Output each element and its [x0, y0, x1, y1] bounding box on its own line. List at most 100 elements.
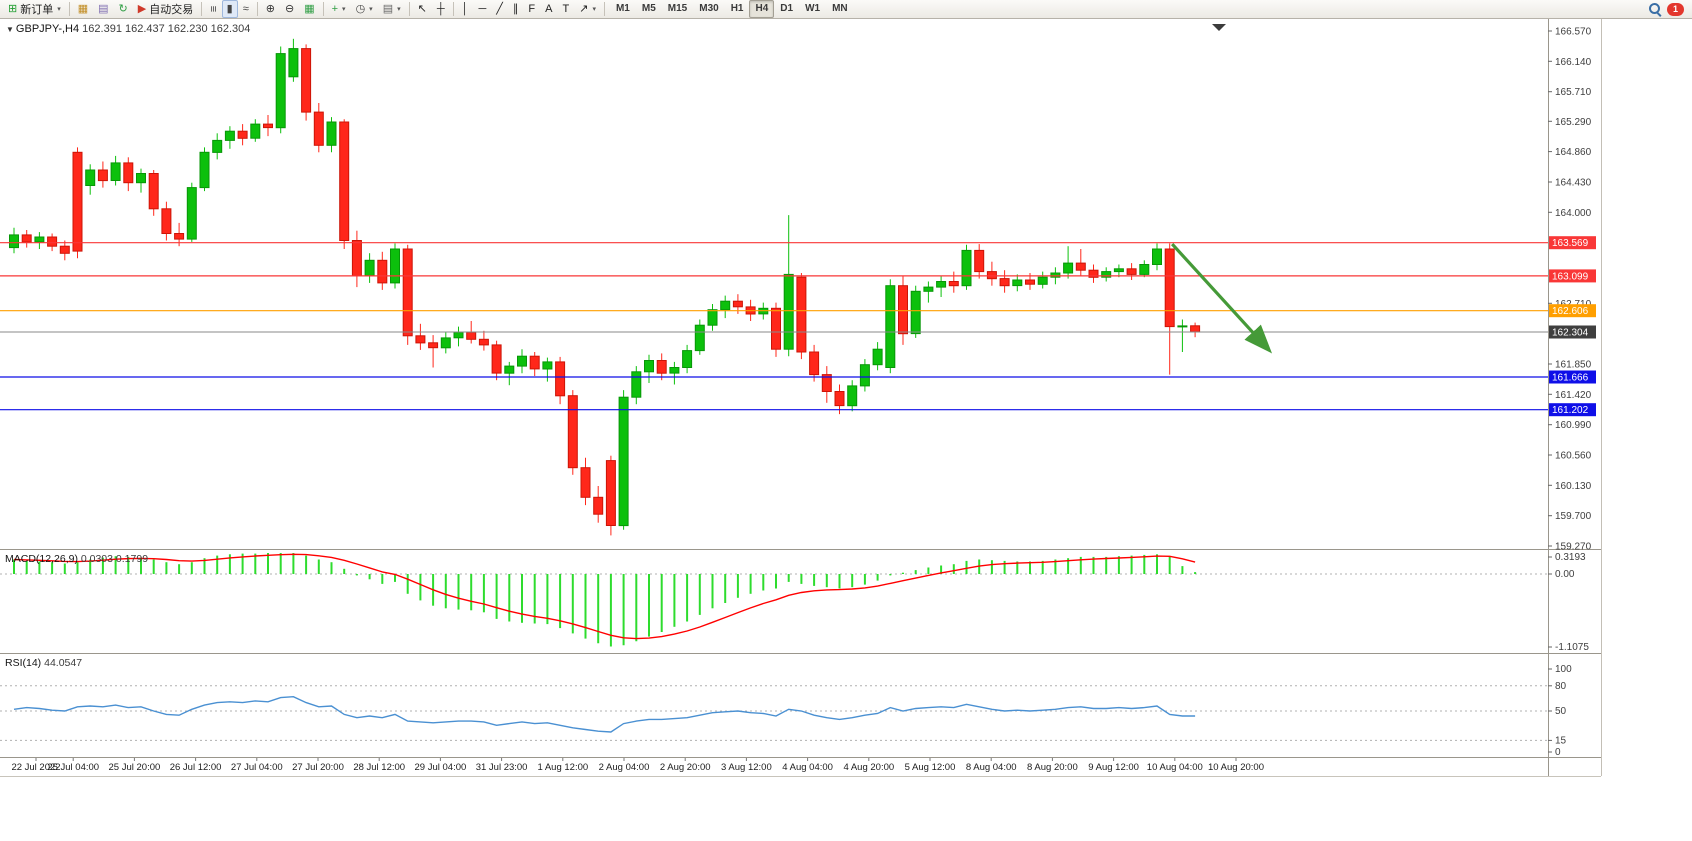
axis-label: 161.850 [1555, 360, 1592, 371]
candle-body [1012, 279, 1023, 287]
chart-canvas[interactable]: 166.570 166.140 165.710 165.290 164.860 164.4… [0, 19, 1692, 841]
timeframe-w1[interactable]: W1 [805, 3, 821, 14]
price-axis[interactable]: 166.570 166.140 165.710 165.290 164.860 164.4… [1548, 27, 1592, 553]
candle-body [834, 391, 845, 407]
vertical-line-button[interactable]: │ [457, 0, 474, 18]
autotrading-icon: ▶ [137, 3, 147, 15]
refresh-button[interactable]: ↻ [114, 0, 133, 18]
axis-label: 27 Jul 20:00 [292, 762, 344, 773]
axis-label: 165.290 [1555, 117, 1592, 128]
notification-badge[interactable]: 1 [1667, 2, 1684, 16]
periods-button[interactable]: ◷ ▾ [351, 0, 378, 18]
timeframe-m5[interactable]: M5 [641, 3, 656, 14]
charts-button[interactable]: ▦ [73, 0, 93, 18]
zoom-out-button[interactable]: ⊖ [280, 0, 299, 18]
candle-body [961, 249, 972, 287]
svg-text:163.099: 163.099 [1552, 271, 1589, 282]
svg-text:162.304: 162.304 [1552, 328, 1589, 339]
toolbar-separator [452, 2, 454, 16]
new-order-button-label: 新订单 [20, 4, 54, 16]
price-tag-161_202: 161.202 [1549, 403, 1596, 417]
profiles-button[interactable]: ▤ [93, 0, 113, 18]
candle-body [288, 48, 299, 78]
candle-body [21, 234, 32, 243]
axis-label: 164.860 [1555, 147, 1592, 158]
candle-body [910, 290, 921, 335]
candle-body [224, 130, 235, 141]
candle-body [326, 121, 337, 146]
candle-body [809, 351, 820, 376]
timeframe-m1[interactable]: M1 [615, 3, 630, 14]
candlestick-chart-type-button[interactable]: ▮ [221, 0, 238, 18]
candle-body [237, 130, 248, 139]
axis-label: 50 [1555, 706, 1567, 717]
timeframe-d1[interactable]: D1 [780, 3, 794, 14]
chart-svg[interactable]: 166.570 166.140 165.710 165.290 164.860 164.4… [0, 19, 1692, 841]
candle-body [504, 365, 515, 374]
candle-body [47, 236, 58, 247]
candle-body [771, 307, 781, 350]
axis-label: 26 Jul 12:00 [170, 762, 222, 773]
candle-body [161, 208, 172, 235]
candle-body [275, 53, 286, 129]
channel-button[interactable]: ∥ [508, 0, 524, 18]
axis-label: 10 Aug 04:00 [1147, 762, 1203, 773]
axis-label: 165.710 [1555, 87, 1592, 98]
axis-label: -1.1075 [1555, 642, 1589, 653]
search-icon[interactable] [1649, 3, 1661, 15]
axis-label: 159.700 [1555, 511, 1592, 522]
new-order-button[interactable]: ⊞ 新订单 ▾ [3, 0, 66, 18]
text-button[interactable]: A [540, 0, 557, 18]
bar-chart-type-button[interactable]: ≡ [205, 0, 221, 18]
axis-label: 31 Jul 23:00 [476, 762, 528, 773]
channel-icon: ∥ [512, 3, 519, 15]
fibonacci-button[interactable]: F [523, 0, 540, 18]
axis-label: 159.270 [1555, 542, 1592, 553]
timeframe-mn[interactable]: MN [832, 3, 848, 14]
crosshair-icon: ┼ [436, 3, 445, 15]
horizontal-line-button[interactable]: ─ [474, 0, 492, 18]
candle-body [796, 276, 807, 353]
axis-label: 25 Jul 04:00 [47, 762, 99, 773]
candle-body [593, 496, 604, 515]
templates-button[interactable]: ▤ ▾ [378, 0, 406, 18]
trendline-icon: ╱ [496, 3, 503, 15]
timeframe-m30[interactable]: M30 [699, 3, 719, 14]
label-button[interactable]: T [558, 0, 575, 18]
candle-body [339, 121, 350, 241]
line-chart-type-button[interactable]: ≈ [238, 0, 254, 18]
timeframe-m15[interactable]: M15 [667, 3, 688, 14]
axis-label: 2 Aug 20:00 [660, 762, 711, 773]
toolbar-separator [408, 2, 410, 16]
timeframe-h1[interactable]: H1 [730, 3, 744, 14]
indicators-icon: + [331, 3, 339, 15]
autotrading-button[interactable]: ▶ 自动交易 [133, 0, 198, 18]
timeframe-h4[interactable]: H4 [749, 0, 775, 18]
candle-body [555, 361, 566, 397]
candle-body [923, 286, 934, 292]
candle-body [974, 249, 985, 273]
toolbar-separator [68, 2, 70, 16]
candle-body [1037, 276, 1048, 285]
candle-body [72, 151, 83, 252]
trend-arrow[interactable] [1171, 243, 1273, 354]
price-tag-163_099: 163.099 [1549, 269, 1596, 283]
axis-label: 3 Aug 12:00 [721, 762, 772, 773]
tile-windows-button[interactable]: ▦ [299, 0, 319, 18]
candle-body [898, 285, 908, 335]
new-order-icon: ⊞ [8, 3, 18, 15]
cursor-button[interactable]: ↖ [413, 0, 432, 18]
candle-body [1101, 271, 1112, 278]
arrows-button[interactable]: ↗ ▾ [574, 0, 601, 18]
crosshair-button[interactable]: ┼ [432, 0, 450, 18]
chart-shift-marker[interactable] [1212, 24, 1226, 31]
candle-body [186, 187, 197, 240]
candle-body [440, 337, 451, 349]
trendline-button[interactable]: ╱ [491, 0, 508, 18]
zoom-in-button[interactable]: ⊕ [261, 0, 280, 18]
candle-body [85, 169, 96, 186]
cursor-icon: ↖ [417, 3, 427, 15]
indicators-button[interactable]: + ▾ [327, 0, 351, 18]
candle-body [1190, 325, 1201, 333]
